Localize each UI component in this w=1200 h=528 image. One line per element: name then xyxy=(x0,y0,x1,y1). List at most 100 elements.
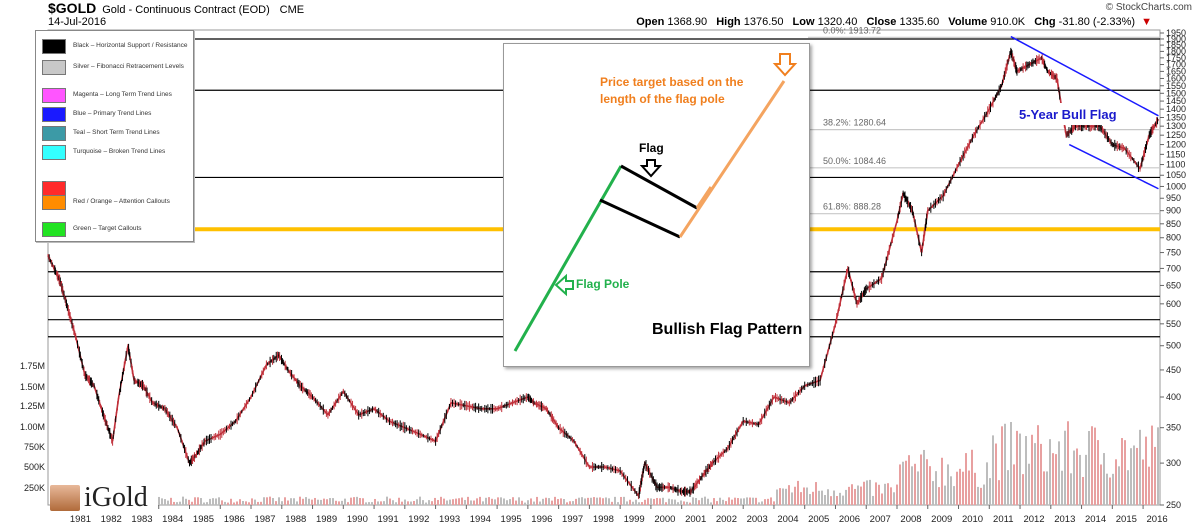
volume-bar xyxy=(791,492,793,505)
y-tick-label: 1650 xyxy=(1166,66,1186,76)
volume-bar xyxy=(647,498,649,505)
volume-bar xyxy=(314,497,316,505)
volume-bar xyxy=(608,498,610,505)
volume-bar xyxy=(362,498,364,505)
volume-bar xyxy=(875,482,877,505)
y-tick-label: 350 xyxy=(1166,423,1181,433)
x-tick-label: 2001 xyxy=(685,514,706,525)
volume-bar xyxy=(1091,426,1093,505)
volume-bar xyxy=(884,483,886,505)
volume-bar xyxy=(920,454,922,505)
volume-bar xyxy=(278,497,280,505)
volume-bar xyxy=(728,497,730,505)
logo-name: iGold xyxy=(84,482,148,513)
volume-bar xyxy=(572,501,574,505)
fib-labels: 0.0%: 1913.72 38.2%: 1280.64 50.0%: 1084.4… xyxy=(823,25,886,211)
volume-bar xyxy=(599,497,601,505)
volume-bar xyxy=(584,498,586,505)
volume-bar xyxy=(248,502,250,505)
volume-bar xyxy=(344,498,346,505)
volume-bar xyxy=(164,499,166,505)
x-tick-label: 1999 xyxy=(624,514,645,525)
brand-label[interactable]: © StockCharts.com xyxy=(1105,2,1192,13)
volume-bar xyxy=(485,497,487,505)
volume-bar xyxy=(779,488,781,505)
volume-bar xyxy=(1130,448,1132,505)
volume-bar xyxy=(866,480,868,505)
volume-bar xyxy=(575,498,577,505)
volume-bar xyxy=(347,502,349,505)
volume-bar xyxy=(1097,440,1099,505)
volume-bar xyxy=(1112,473,1114,505)
volume-bar xyxy=(803,487,805,505)
volume-bar xyxy=(335,500,337,505)
y-tick-label: 1300 xyxy=(1166,121,1186,131)
volume-bar xyxy=(833,490,835,505)
volume-tick-label: 500K xyxy=(24,462,45,472)
volume-bar xyxy=(170,497,172,505)
volume-bar xyxy=(407,501,409,505)
volume-bar xyxy=(473,500,475,505)
volume-bar xyxy=(968,470,970,505)
y-tick-label: 250 xyxy=(1166,500,1181,510)
change-label: Chg xyxy=(1034,16,1056,28)
volume-bar xyxy=(308,498,310,505)
legend-label: Silver – Fibonacci Retracement Levels xyxy=(73,63,184,70)
volume-bar xyxy=(1022,474,1024,505)
volume-bar xyxy=(491,498,493,505)
volume-bar xyxy=(689,502,691,505)
x-tick-label: 1986 xyxy=(224,514,245,525)
volume-bar xyxy=(242,501,244,505)
volume-bar xyxy=(497,497,499,505)
volume-bar xyxy=(767,498,769,505)
volume-bar xyxy=(230,498,232,505)
volume-bar xyxy=(503,498,505,505)
volume-bar xyxy=(1082,476,1084,505)
volume-bar xyxy=(377,501,379,505)
volume-bar xyxy=(320,499,322,505)
y-tick-label: 900 xyxy=(1166,206,1181,216)
volume-bar xyxy=(1052,453,1054,505)
volume-bar xyxy=(713,498,715,505)
volume-bar xyxy=(482,501,484,505)
y-tick-label: 1350 xyxy=(1166,112,1186,122)
volume-bar xyxy=(1025,436,1027,505)
x-tick-label: 2008 xyxy=(900,514,921,525)
volume-bar xyxy=(974,472,976,505)
volume-value: 910.0K xyxy=(990,16,1026,28)
volume-bar xyxy=(254,499,256,505)
volume-bar xyxy=(356,496,358,505)
volume-bar xyxy=(614,496,616,505)
volume-bar xyxy=(299,496,301,505)
y-tick-label: 1150 xyxy=(1166,149,1185,159)
volume-bar xyxy=(1148,466,1150,505)
y-tick-label: 400 xyxy=(1166,392,1181,402)
volume-bar xyxy=(932,481,934,505)
volume-bar xyxy=(557,499,559,505)
volume-tick-label: 1.75M xyxy=(20,361,45,371)
y-tick-label: 1000 xyxy=(1166,181,1186,191)
volume-bar xyxy=(521,500,523,505)
volume-bar xyxy=(1037,425,1039,505)
volume-bar xyxy=(332,498,334,505)
volume-bar xyxy=(305,497,307,505)
volume-bar xyxy=(971,449,973,505)
volume-bar xyxy=(788,485,790,505)
volume-bar xyxy=(182,496,184,505)
y-tick-label: 1950 xyxy=(1166,28,1186,38)
volume-bar xyxy=(1103,453,1105,505)
volume-bar xyxy=(755,497,757,505)
volume-bar xyxy=(1001,426,1003,505)
volume-bar xyxy=(1145,436,1147,505)
y-tick-label: 750 xyxy=(1166,248,1181,258)
volume-bar xyxy=(413,500,415,505)
volume-bar xyxy=(704,496,706,505)
volume-bar xyxy=(989,478,991,505)
y-tick-label: 1100 xyxy=(1166,160,1185,170)
volume-bar xyxy=(851,484,853,505)
volume-bar xyxy=(191,501,193,505)
exchange: CME xyxy=(279,4,305,16)
legend-swatch xyxy=(42,88,66,103)
x-tick-label: 1987 xyxy=(254,514,275,525)
y-tick-label: 1550 xyxy=(1166,81,1186,91)
